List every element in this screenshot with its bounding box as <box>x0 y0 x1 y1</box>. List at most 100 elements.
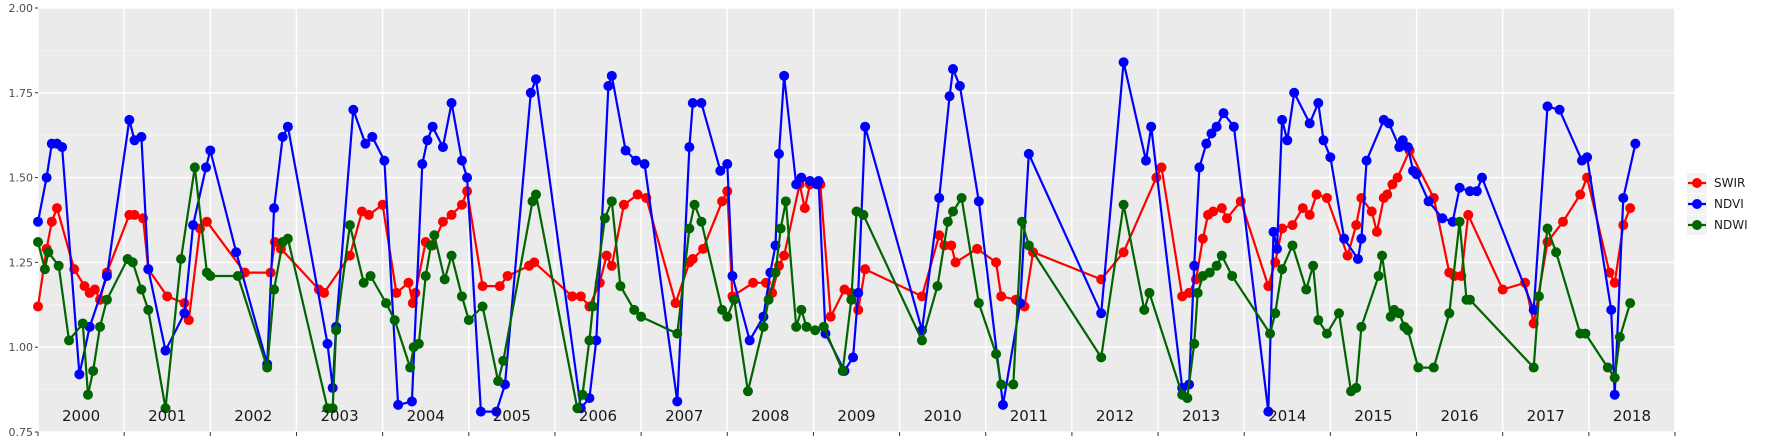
ndvi-point <box>1454 182 1465 193</box>
ndvi-point <box>696 97 707 108</box>
ndwi-point <box>33 237 43 248</box>
ndwi-point <box>1444 308 1455 319</box>
ndvi-point <box>1096 308 1107 319</box>
ndwi-point <box>327 403 338 414</box>
x-axis: 2000 2001 2002 2003 2004 2005 2006 2007 2008 2009… <box>37 407 1676 436</box>
swir-point <box>1118 247 1129 258</box>
ndwi-point <box>405 362 416 373</box>
year-label: 2009 <box>837 407 875 425</box>
ndvi-point <box>1271 243 1282 254</box>
ndwi-point <box>1394 308 1405 319</box>
ndwi-point <box>636 311 647 322</box>
ndwi-point <box>127 257 138 268</box>
swir-point <box>1557 216 1568 227</box>
ndwi-point <box>160 403 171 414</box>
ndwi-point <box>1189 338 1200 349</box>
ndwi-point <box>1096 352 1107 363</box>
year-label: 2017 <box>1527 407 1565 425</box>
ndwi-point <box>763 294 774 305</box>
swir-point <box>991 257 1002 268</box>
swir-point <box>456 199 467 210</box>
ndwi-point <box>672 328 683 339</box>
ndvi-point <box>727 270 738 281</box>
ndwi-point <box>758 321 769 332</box>
ndvi-point <box>630 155 641 166</box>
ndvi-point <box>74 369 85 380</box>
ndvi-point <box>1313 97 1324 108</box>
swir-point <box>529 257 540 268</box>
ndwi-point <box>205 270 216 281</box>
ndvi-point <box>277 131 288 142</box>
ndwi-point <box>684 223 695 234</box>
ndvi-point <box>136 131 147 142</box>
ndwi-point <box>425 240 436 251</box>
ndvi-point <box>456 155 467 166</box>
year-label: 2018 <box>1613 407 1651 425</box>
legend-key-point <box>1692 220 1702 230</box>
legend-label: NDWI <box>1714 218 1748 232</box>
ndvi-point <box>973 196 984 207</box>
ndvi-point <box>205 145 216 156</box>
ndwi-point <box>1602 362 1613 373</box>
ndwi-point <box>1313 315 1324 326</box>
ndvi-point <box>1140 155 1151 166</box>
ndwi-point <box>1227 270 1238 281</box>
swir-point <box>799 203 810 214</box>
ndvi-point <box>1211 121 1222 132</box>
ndwi-point <box>775 223 786 234</box>
ndvi-point <box>722 159 733 170</box>
swir-point <box>377 199 388 210</box>
ndvi-point <box>322 338 333 349</box>
legend-key-point <box>1692 178 1702 188</box>
ndvi-point <box>791 179 802 190</box>
swir-point <box>1604 267 1615 278</box>
swir-point <box>1184 287 1195 298</box>
ndvi-point <box>422 135 433 146</box>
year-label: 2014 <box>1268 407 1306 425</box>
ndwi-point <box>810 325 821 336</box>
ndwi-point <box>932 281 943 292</box>
ndvi-point <box>853 287 864 298</box>
ndwi-point <box>365 270 376 281</box>
ndvi-point <box>796 172 807 183</box>
ndvi-point <box>715 165 726 176</box>
ndvi-point <box>1194 162 1205 173</box>
ndvi-point <box>1630 138 1641 149</box>
ndwi-point <box>1402 325 1413 336</box>
ndwi-point <box>1356 321 1367 332</box>
swir-point <box>1197 233 1208 244</box>
swir-point <box>363 209 374 220</box>
ndwi-point <box>53 260 64 271</box>
ndwi-point <box>780 196 791 207</box>
year-label: 2001 <box>148 407 186 425</box>
ndwi-point <box>717 304 728 315</box>
ndwi-point <box>973 298 984 309</box>
year-label: 2012 <box>1096 407 1134 425</box>
ndvi-point <box>437 142 448 153</box>
ndwi-point <box>88 365 99 376</box>
ndvi-point <box>1356 233 1367 244</box>
ndwi-point <box>1428 362 1439 373</box>
ndwi-point <box>269 284 280 295</box>
year-label: 2016 <box>1441 407 1479 425</box>
ndvi-point <box>934 192 945 203</box>
legend-label: NDVI <box>1714 197 1744 211</box>
ndvi-point <box>1218 108 1229 119</box>
ndwi-series <box>33 162 1636 414</box>
swir-point <box>722 186 733 197</box>
ndwi-point <box>801 321 812 332</box>
ndwi-point <box>916 335 927 346</box>
y-tick-label: 1.50 <box>9 172 34 185</box>
ndvi-point <box>1582 152 1593 163</box>
year-label: 2013 <box>1182 407 1220 425</box>
swir-point <box>825 311 836 322</box>
ndwi-point <box>101 294 112 305</box>
swir-point <box>1392 172 1403 183</box>
ndvi-point <box>672 396 683 407</box>
ndwi-point <box>1609 372 1620 383</box>
ndwi-point <box>584 335 595 346</box>
ndwi-point <box>1016 216 1027 227</box>
ndwi-point <box>996 379 1007 390</box>
ndwi-point <box>572 403 583 414</box>
